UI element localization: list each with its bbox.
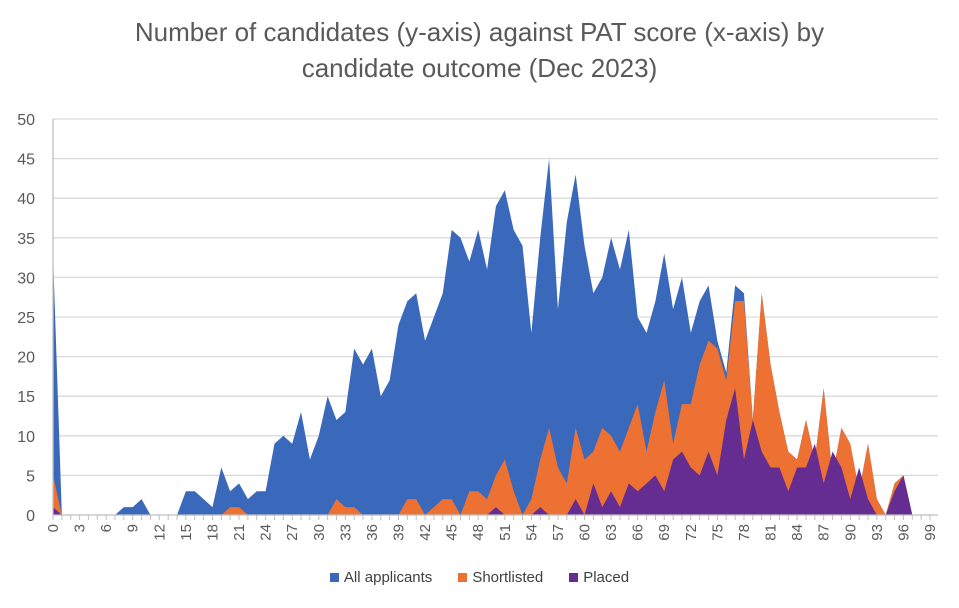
- legend-item-placed[interactable]: Placed: [569, 569, 629, 586]
- x-tick-label: 90: [842, 524, 859, 541]
- x-tick-label: 96: [895, 524, 912, 541]
- x-tick-label: 54: [523, 524, 540, 541]
- x-tick-label: 30: [311, 524, 328, 541]
- y-tick-label: 25: [17, 310, 35, 327]
- legend: All applicants Shortlisted Placed: [0, 569, 959, 586]
- legend-label: Shortlisted: [472, 569, 544, 586]
- x-tick-label: 36: [364, 524, 381, 541]
- x-tick-label: 6: [98, 524, 115, 532]
- legend-swatch-all-applicants: [329, 573, 339, 582]
- x-tick-label: 9: [125, 524, 142, 532]
- chart-title-line-1: Number of candidates (y-axis) against PA…: [134, 17, 825, 47]
- y-tick-label: 5: [26, 468, 35, 485]
- y-tick-label: 30: [17, 270, 35, 287]
- x-tick-label: 42: [417, 524, 434, 541]
- x-tick-label: 66: [630, 524, 647, 541]
- x-tick-label: 87: [816, 524, 833, 541]
- x-tick-label: 75: [709, 524, 726, 541]
- x-tick-label: 93: [869, 524, 886, 541]
- y-tick-label: 10: [17, 429, 35, 446]
- x-tick-label: 39: [390, 524, 407, 541]
- x-tick-label: 72: [683, 524, 700, 541]
- chart-title: Number of candidates (y-axis) against PA…: [0, 14, 959, 86]
- y-tick-label: 35: [17, 231, 35, 248]
- y-tick-label: 20: [17, 350, 35, 367]
- x-tick-label: 63: [603, 524, 620, 541]
- x-tick-label: 18: [204, 524, 221, 541]
- x-tick-label: 51: [497, 524, 514, 541]
- y-tick-label: 40: [17, 191, 35, 208]
- x-tick-label: 45: [444, 524, 461, 541]
- x-tick-label: 69: [656, 524, 673, 541]
- x-tick-label: 99: [922, 524, 939, 541]
- chart-title-line-2: candidate outcome (Dec 2023): [301, 53, 658, 83]
- x-tick-label: 21: [231, 524, 248, 541]
- x-tick-label: 24: [258, 524, 275, 541]
- y-tick-label: 15: [17, 389, 35, 406]
- area-placed[interactable]: [53, 388, 930, 515]
- y-tick-label: 45: [17, 152, 35, 169]
- x-tick-label: 60: [577, 524, 594, 541]
- x-tick-label: 57: [550, 524, 567, 541]
- x-tick-label: 33: [337, 524, 354, 541]
- x-tick-label: 3: [72, 524, 89, 532]
- legend-swatch-shortlisted: [458, 573, 468, 582]
- x-tick-label: 48: [470, 524, 487, 541]
- legend-swatch-placed: [569, 573, 579, 582]
- y-tick-label: 0: [26, 508, 35, 525]
- x-tick-label: 15: [178, 524, 195, 541]
- x-tick-label: 27: [284, 524, 301, 541]
- legend-label: All applicants: [343, 569, 433, 586]
- x-tick-label: 0: [45, 524, 62, 532]
- x-tick-label: 81: [763, 524, 780, 541]
- x-tick-label: 84: [789, 524, 806, 541]
- y-tick-label: 50: [17, 112, 35, 129]
- x-tick-label: 12: [151, 524, 168, 541]
- legend-label: Placed: [583, 569, 630, 586]
- x-tick-label: 78: [736, 524, 753, 541]
- legend-item-shortlisted[interactable]: Shortlisted: [458, 569, 543, 586]
- legend-item-all-applicants[interactable]: All applicants: [329, 569, 433, 586]
